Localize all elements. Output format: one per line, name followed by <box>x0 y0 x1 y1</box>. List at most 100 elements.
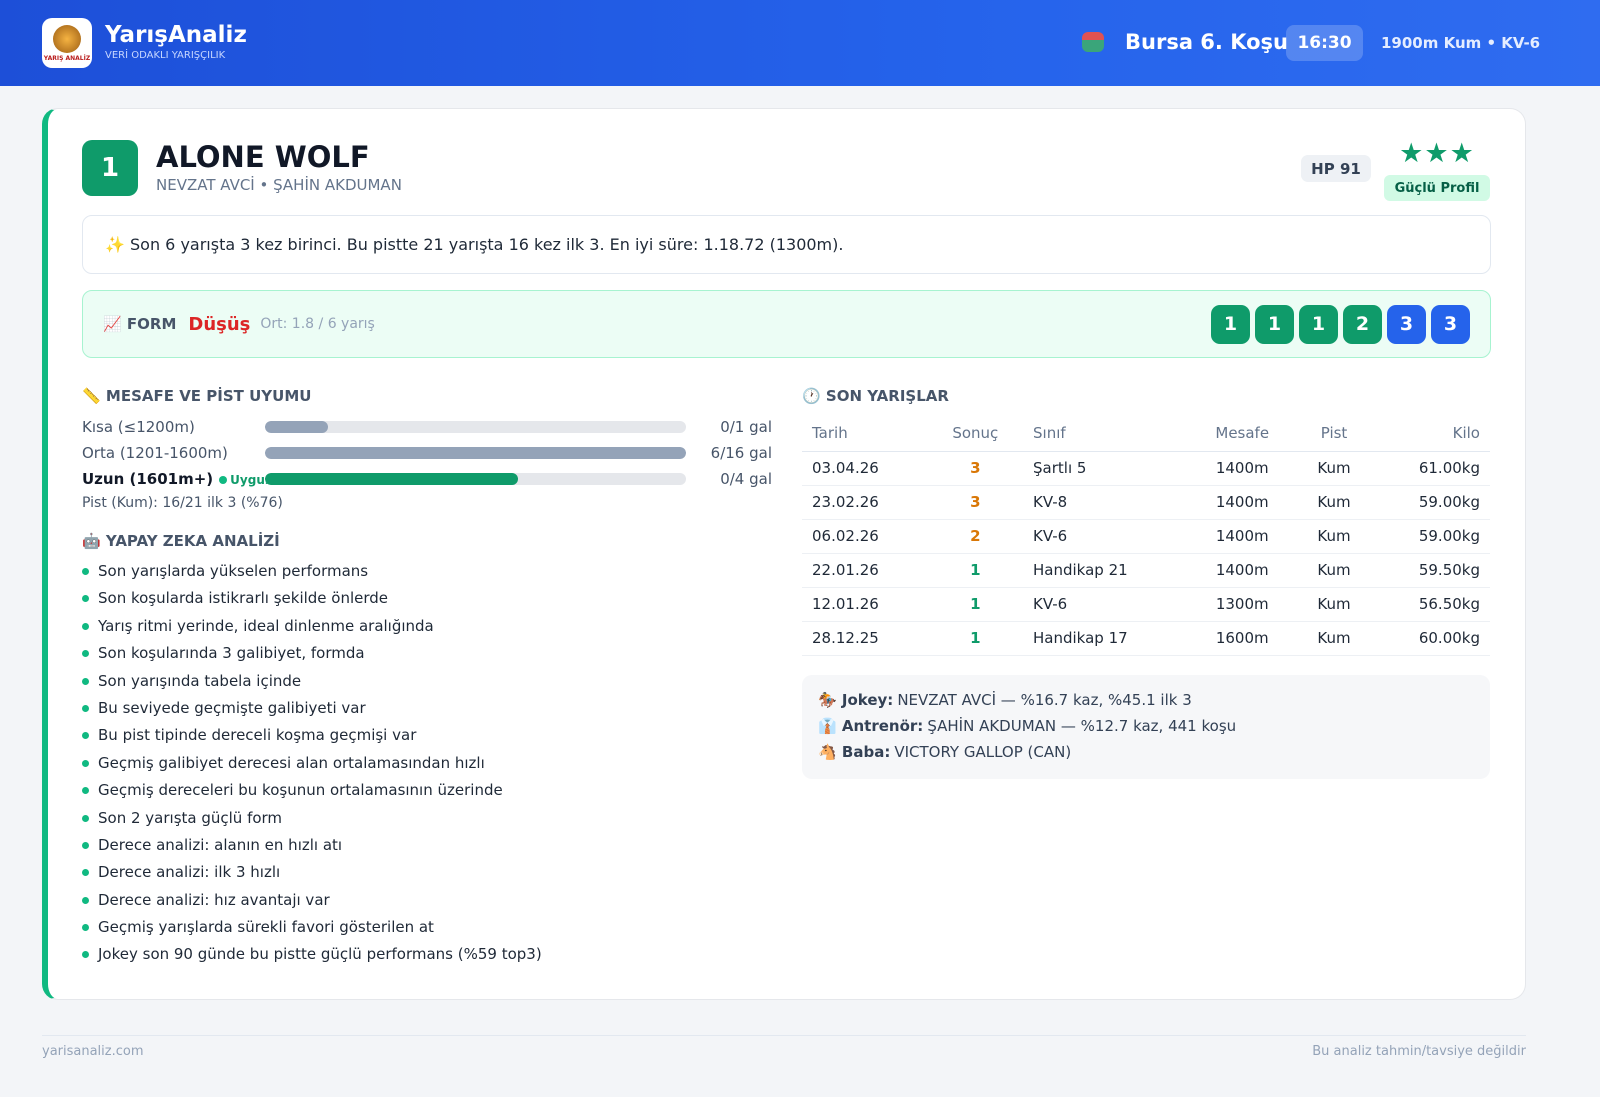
info-line: 👔 Antrenör: ŞAHİN AKDUMAN — %12.7 kaz, 44… <box>818 713 1474 739</box>
info-value: ŞAHİN AKDUMAN — %12.7 kaz, 441 koşu <box>927 717 1237 735</box>
recent-table: Tarih Sonuç Sınıf Mesafe Pist Kilo 03.04.26 3 Şa… <box>802 415 1490 656</box>
race-cell: Handikap 21 <box>1023 553 1189 588</box>
race-cell: Kum <box>1295 621 1373 656</box>
distance-bar <box>265 447 686 459</box>
race-cell: 23.02.26 <box>802 485 928 520</box>
footer-disclaimer: Bu analiz tahmin/tavsiye değildir <box>1312 1044 1526 1059</box>
race-icon <box>1082 32 1104 52</box>
ai-item: Yarış ritmi yerinde, ideal dinlenme aral… <box>82 613 542 640</box>
footer-site[interactable]: yarisanaliz.com <box>42 1044 144 1059</box>
ai-item: Jokey son 90 günde bu pistte güçlü perfo… <box>82 941 542 968</box>
race-cell: KV-6 <box>1023 519 1189 554</box>
section-title: 🤖 YAPAY ZEKA ANALİZİ <box>82 532 280 550</box>
logo-text: YARIŞ ANALİZ <box>43 54 91 62</box>
distance-label: Uzun (1601m+) Uygun <box>82 470 273 488</box>
race-cell: Kum <box>1295 587 1373 622</box>
race-cell: KV-6 <box>1023 587 1189 622</box>
ai-item: Son koşularda istikrarlı şekilde önlerde <box>82 585 542 612</box>
rating-stars: ★★★ <box>1399 138 1475 169</box>
race-row: 28.12.25 1 Handikap 17 1600m Kum 60.00kg <box>802 621 1490 656</box>
race-cell: 1 <box>927 621 1024 656</box>
distance-value: 0/4 gal <box>720 470 772 488</box>
profile-badge: Güçlü Profil <box>1384 175 1490 201</box>
ai-item: Son 2 yarışta güçlü form <box>82 805 542 832</box>
form-average: Ort: 1.8 / 6 yarış <box>260 316 375 332</box>
distance-track <box>265 473 686 485</box>
race-cell: 22.01.26 <box>802 553 928 588</box>
race-cell: 59.00kg <box>1372 519 1490 554</box>
ai-item: Geçmiş yarışlarda sürekli favori gösteri… <box>82 914 542 941</box>
footer-rule <box>42 1035 1526 1036</box>
form-trend: Düşüş <box>188 313 251 335</box>
race-cell: 1400m <box>1188 519 1296 554</box>
distance-track <box>265 447 686 459</box>
summary: ✨ Son 6 yarışta 3 kez birinci. Bu pistte… <box>82 215 1491 274</box>
column-header: Mesafe <box>1188 415 1296 452</box>
distance-label: Orta (1201-1600m) <box>82 444 265 462</box>
form-result: 1 <box>1299 304 1338 344</box>
race-cell: 1600m <box>1188 621 1296 656</box>
distance-track <box>265 421 686 433</box>
race-cell: 1 <box>927 587 1024 622</box>
race-cell: 3 <box>927 451 1024 486</box>
race-cell: Kum <box>1295 451 1373 486</box>
race-cell: 59.00kg <box>1372 485 1490 520</box>
brand: YarışAnaliz <box>105 22 247 48</box>
ai-item: Bu seviyede geçmişte galibiyeti var <box>82 695 542 722</box>
section-title: 📏 MESAFE VE PİST UYUMU <box>82 387 312 405</box>
race-cell: 06.02.26 <box>802 519 928 554</box>
ai-item: Bu pist tipinde dereceli koşma geçmişi v… <box>82 722 542 749</box>
ai-item: Son yarışında tabela içinde <box>82 668 542 695</box>
info-label: 👔 Antrenör: <box>818 717 924 735</box>
form-result: 3 <box>1387 304 1426 344</box>
race-cell: 1300m <box>1188 587 1296 622</box>
table-header: Tarih Sonuç Sınıf Mesafe Pist Kilo <box>802 415 1490 452</box>
distance-row: Kısa (≤1200m) 0/1 gal <box>82 414 772 440</box>
info-value: NEVZAT AVCİ — %16.7 kaz, %45.1 ilk 3 <box>897 691 1192 709</box>
race-time: 16:30 <box>1286 25 1363 61</box>
ai-item: Derece analizi: hız avantajı var <box>82 887 542 914</box>
race: Bursa 6. Koşu <box>1125 30 1288 54</box>
info-label: 🐴 Baba: <box>818 743 891 761</box>
race-cell: 2 <box>927 519 1024 554</box>
race-cell: Handikap 17 <box>1023 621 1189 656</box>
race-cell: 28.12.25 <box>802 621 928 656</box>
column-header: Kilo <box>1372 415 1490 452</box>
race-cell: 56.50kg <box>1372 587 1490 622</box>
distance-bar <box>265 473 518 485</box>
fit-dot <box>219 476 228 484</box>
race-cell: 1400m <box>1188 451 1296 486</box>
distance-value: 0/1 gal <box>720 418 772 436</box>
form-label: 📈 FORM <box>103 315 177 333</box>
race-cell: 1400m <box>1188 553 1296 588</box>
ai-item: Derece analizi: ilk 3 hızlı <box>82 859 542 886</box>
race-cell: 03.04.26 <box>802 451 928 486</box>
hp: HP 91 <box>1301 155 1371 182</box>
column-header: Pist <box>1295 415 1373 452</box>
distance-row: Uzun (1601m+) Uygun 0/4 gal <box>82 466 772 492</box>
race-row: 06.02.26 2 KV-6 1400m Kum 59.00kg <box>802 519 1490 554</box>
race-cell: Kum <box>1295 519 1373 554</box>
form-result: 1 <box>1255 304 1294 344</box>
column-header: Sonuç <box>927 415 1024 452</box>
race-cell: KV-8 <box>1023 485 1189 520</box>
ai-list: Son yarışlarda yükselen performans Son ko… <box>82 558 542 969</box>
tagline: VERİ ODAKLI YARIŞÇILIK <box>105 50 226 61</box>
distance-row: Orta (1201-1600m) 6/16 gal <box>82 440 772 466</box>
race-row: 23.02.26 3 KV-8 1400m Kum 59.00kg <box>802 485 1490 520</box>
race-cell: 12.01.26 <box>802 587 928 622</box>
race-cell: 1 <box>927 553 1024 588</box>
race-cell: 59.50kg <box>1372 553 1490 588</box>
form-result: 1 <box>1211 304 1250 344</box>
horse-people: NEVZAT AVCİ • ŞAHİN AKDUMAN <box>156 176 402 194</box>
ai-item: Son koşularında 3 galibiyet, formda <box>82 640 542 667</box>
info-box: 🏇 Jokey: NEVZAT AVCİ — %16.7 kaz, %45.1 i… <box>802 675 1490 779</box>
race-info: 1900m Kum • KV-6 <box>1381 34 1541 52</box>
race-row: 03.04.26 3 Şartlı 5 1400m Kum 61.00kg <box>802 451 1490 486</box>
distance-name: Uzun (1601m+) <box>82 470 214 488</box>
logo[interactable]: YARIŞ ANALİZ <box>42 18 92 68</box>
form-result: 2 <box>1343 304 1382 344</box>
info-label: 🏇 Jokey: <box>818 691 894 709</box>
